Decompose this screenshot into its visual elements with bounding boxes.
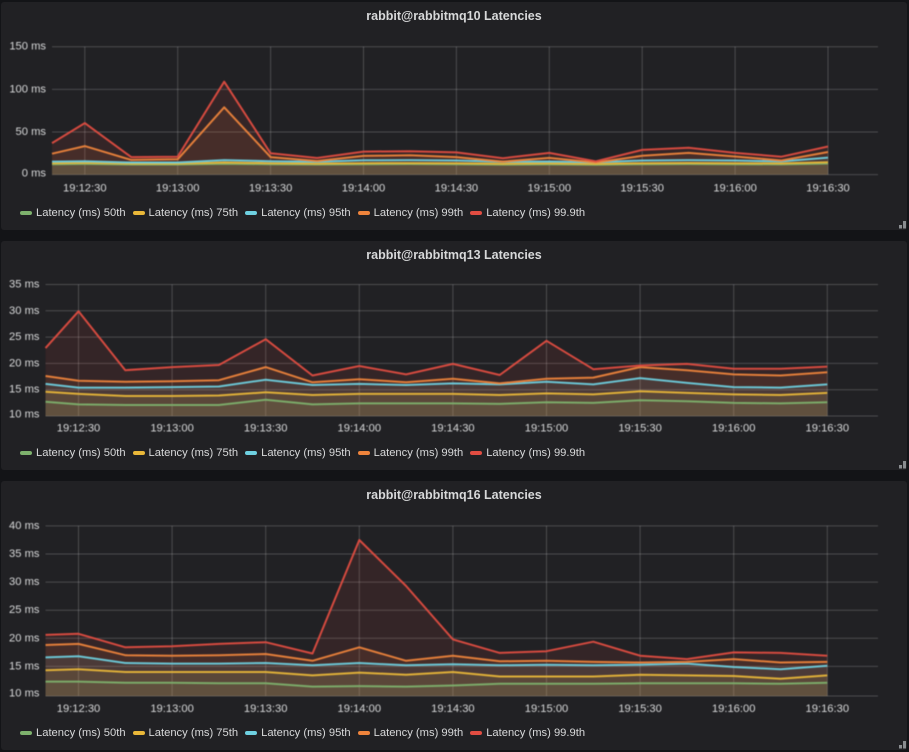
svg-text:100 ms: 100 ms <box>9 83 46 95</box>
svg-text:19:13:00: 19:13:00 <box>156 182 200 194</box>
svg-text:19:16:30: 19:16:30 <box>806 182 850 194</box>
svg-text:19:15:00: 19:15:00 <box>525 703 569 715</box>
svg-text:19:13:00: 19:13:00 <box>150 422 194 434</box>
svg-text:19:15:30: 19:15:30 <box>618 422 662 434</box>
svg-text:19:13:30: 19:13:30 <box>249 182 293 194</box>
svg-text:25 ms: 25 ms <box>9 331 40 343</box>
svg-text:19:14:00: 19:14:00 <box>342 182 386 194</box>
svg-text:19:12:30: 19:12:30 <box>57 703 101 715</box>
svg-text:19:14:00: 19:14:00 <box>338 703 382 715</box>
svg-text:15 ms: 15 ms <box>9 660 40 672</box>
svg-text:19:14:30: 19:14:30 <box>435 182 479 194</box>
svg-text:25 ms: 25 ms <box>9 604 40 616</box>
svg-text:40 ms: 40 ms <box>9 520 40 532</box>
svg-text:19:16:30: 19:16:30 <box>806 422 850 434</box>
svg-text:35 ms: 35 ms <box>9 279 40 291</box>
svg-text:19:16:00: 19:16:00 <box>713 182 757 194</box>
svg-text:19:15:30: 19:15:30 <box>620 182 664 194</box>
svg-text:15 ms: 15 ms <box>9 384 40 396</box>
svg-text:19:14:30: 19:14:30 <box>431 422 475 434</box>
svg-text:10 ms: 10 ms <box>9 688 40 700</box>
svg-text:19:12:30: 19:12:30 <box>57 422 101 434</box>
svg-text:19:12:30: 19:12:30 <box>63 182 107 194</box>
svg-text:19:16:30: 19:16:30 <box>806 703 850 715</box>
svg-text:19:15:30: 19:15:30 <box>618 703 662 715</box>
svg-text:19:14:00: 19:14:00 <box>338 422 382 434</box>
svg-text:10 ms: 10 ms <box>9 409 40 421</box>
svg-text:150 ms: 150 ms <box>9 40 46 52</box>
svg-text:19:15:00: 19:15:00 <box>525 422 569 434</box>
svg-text:19:13:00: 19:13:00 <box>150 703 194 715</box>
svg-text:20 ms: 20 ms <box>9 632 40 644</box>
svg-text:20 ms: 20 ms <box>9 357 40 369</box>
svg-text:30 ms: 30 ms <box>9 305 40 317</box>
svg-text:35 ms: 35 ms <box>9 548 40 560</box>
svg-text:19:13:30: 19:13:30 <box>244 422 288 434</box>
svg-text:0 ms: 0 ms <box>22 168 47 180</box>
svg-text:19:13:30: 19:13:30 <box>244 703 288 715</box>
svg-text:50 ms: 50 ms <box>16 126 47 138</box>
svg-text:30 ms: 30 ms <box>9 576 40 588</box>
svg-text:19:14:30: 19:14:30 <box>431 703 475 715</box>
svg-text:19:16:00: 19:16:00 <box>712 422 756 434</box>
svg-text:19:15:00: 19:15:00 <box>528 182 572 194</box>
svg-text:19:16:00: 19:16:00 <box>712 703 756 715</box>
